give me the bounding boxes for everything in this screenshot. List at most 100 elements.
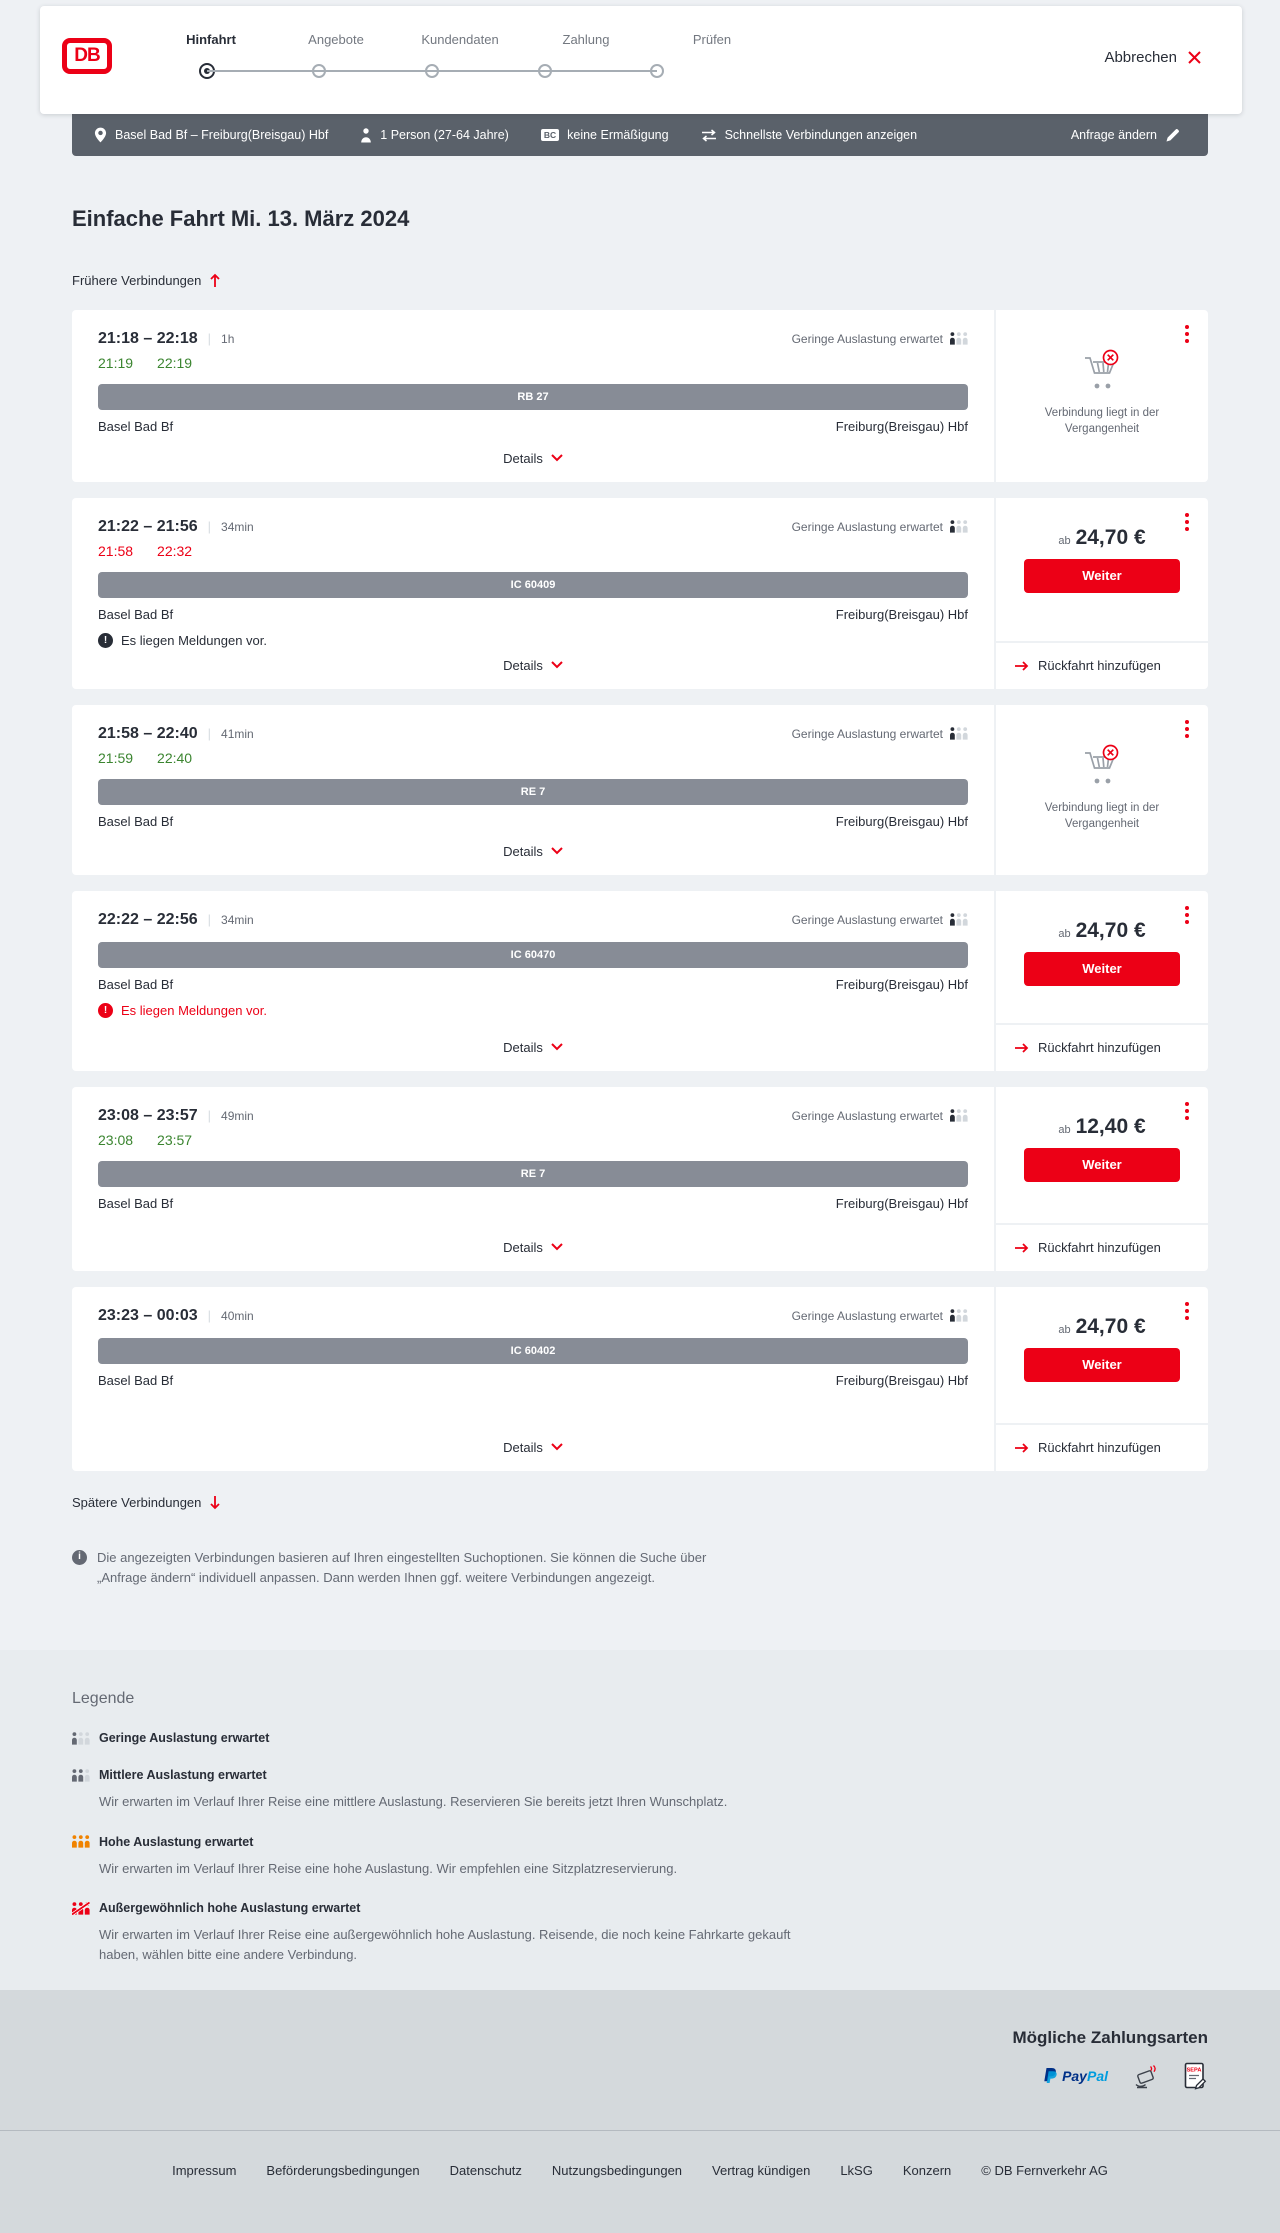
details-toggle[interactable]: Details [499, 1432, 567, 1459]
cancel-button[interactable]: Abbrechen [1098, 48, 1208, 67]
alert-icon: ! [98, 632, 113, 648]
footer-divider [0, 2130, 1280, 2132]
train-line-badge: IC 60402 [98, 1337, 968, 1364]
legend-item: Außergewöhnlich hohe Auslastung erwartet… [72, 1901, 1208, 1964]
price: ab 24,70 € [1058, 1315, 1145, 1339]
details-toggle[interactable]: Details [499, 443, 567, 470]
paypal-icon [1044, 2068, 1057, 2084]
kebab-menu-icon[interactable] [1182, 717, 1192, 741]
train-line-badge: IC 60470 [98, 941, 968, 968]
details-label: Details [503, 450, 543, 466]
connection-times: 21:58 – 22:40 [98, 724, 198, 742]
details-toggle[interactable]: Details [499, 650, 567, 677]
footer-link[interactable]: Konzern [902, 2163, 952, 2179]
cart-crossed-icon [1085, 744, 1119, 784]
connection-details-area: 21:58 – 22:40 | 41min Geringe Auslastung… [72, 704, 994, 875]
add-return-button[interactable]: Rückfahrt hinzufügen [996, 1224, 1208, 1271]
swap-arrows-icon [701, 128, 716, 142]
occupancy-low-icon [950, 332, 968, 345]
cancel-label: Abbrechen [1104, 49, 1177, 66]
footer-link[interactable]: Vertrag kündigen [712, 2163, 811, 2179]
divider: | [207, 1107, 212, 1123]
connection-details-area: 21:22 – 21:56 | 34min Geringe Auslastung… [72, 497, 994, 689]
step-label[interactable]: Zahlung [562, 32, 610, 47]
later-connections-link[interactable]: Spätere Verbindungen [72, 1495, 221, 1510]
sepa-label: SEPA [1187, 2068, 1202, 2074]
occupancy-low-icon [950, 1309, 968, 1322]
kebab-menu-icon[interactable] [1182, 1299, 1192, 1323]
realtime-times: 21:19 22:19 [98, 355, 968, 371]
legend-item-label: Hohe Auslastung erwartet [99, 1834, 254, 1849]
realtime-times: 23:08 23:57 [98, 1132, 968, 1148]
occupancy-label: Geringe Auslastung erwartet [791, 1308, 943, 1323]
add-return-button[interactable]: Rückfahrt hinzufügen [996, 1024, 1208, 1071]
details-label: Details [503, 657, 543, 673]
stations-row: Basel Bad Bf Freiburg(Breisgau) Hbf [98, 1196, 968, 1211]
step-label[interactable]: Prüfen [692, 32, 732, 47]
add-return-button[interactable]: Rückfahrt hinzufügen [996, 642, 1208, 689]
kebab-menu-icon[interactable] [1182, 1099, 1192, 1123]
kebab-menu-icon[interactable] [1182, 510, 1192, 534]
header: DB Hinfahrt Angebote Kundendaten Zahlung… [40, 6, 1242, 114]
arrow-down-icon [210, 1495, 221, 1510]
sort-summary: Schnellste Verbindungen anzeigen [701, 128, 917, 142]
sepa-direct-debit-icon: SEPA [1184, 2062, 1207, 2090]
footer-link[interactable]: Nutzungsbedingungen [551, 2163, 683, 2179]
connection-card: 23:23 – 00:03 | 40min Geringe Auslastung… [72, 1286, 1208, 1471]
info-note-text: Die angezeigten Verbindungen basieren au… [97, 1549, 707, 1585]
footer-link[interactable]: LkSG [840, 2163, 873, 2179]
add-return-button[interactable]: Rückfahrt hinzufügen [996, 1424, 1208, 1471]
destination-station: Freiburg(Breisgau) Hbf [835, 606, 968, 622]
past-connection-panel: Verbindung liegt in der Vergangenheit [996, 704, 1208, 875]
weiter-button[interactable]: Weiter [1024, 1347, 1180, 1382]
price-amount: 24,70 € [1075, 525, 1146, 549]
legend-item-description: Wir erwarten im Verlauf Ihrer Reise eine… [99, 1927, 791, 1962]
add-return-label: Rückfahrt hinzufügen [1038, 1040, 1161, 1056]
legend-item-label: Mittlere Auslastung erwartet [99, 1768, 267, 1783]
connection-times: 23:08 – 23:57 [98, 1106, 198, 1124]
details-label: Details [503, 1439, 543, 1455]
destination-station: Freiburg(Breisgau) Hbf [835, 813, 968, 829]
connection-duration: 34min [221, 519, 254, 534]
cart-crossed-icon [1085, 349, 1119, 389]
connection-times: 21:22 – 21:56 [98, 517, 198, 535]
details-toggle[interactable]: Details [499, 1032, 567, 1059]
alert-icon: ! [98, 1002, 113, 1018]
destination-station: Freiburg(Breisgau) Hbf [835, 418, 968, 434]
step-label[interactable]: Kundendaten [421, 32, 499, 47]
price-amount: 24,70 € [1075, 918, 1146, 942]
details-label: Details [503, 843, 543, 859]
details-toggle[interactable]: Details [499, 836, 567, 863]
connections-list: 21:18 – 22:18 | 1h Geringe Auslastung er… [72, 309, 1208, 1471]
earlier-connections-link[interactable]: Frühere Verbindungen [72, 273, 221, 288]
progress-line [207, 70, 657, 72]
kebab-menu-icon[interactable] [1182, 322, 1192, 346]
footer-link[interactable]: Impressum [172, 2163, 237, 2179]
divider: | [207, 330, 212, 346]
edit-search-button[interactable]: Anfrage ändern [1065, 127, 1186, 143]
bahncard-icon: BC [540, 128, 560, 142]
connection-duration: 41min [221, 726, 254, 741]
footer-link[interactable]: Beförderungsbedingungen [266, 2163, 420, 2179]
realtime-arrival: 22:32 [157, 542, 193, 559]
legend-item: Mittlere Auslastung erwartet Wir erwarte… [72, 1768, 1208, 1812]
details-toggle[interactable]: Details [499, 1232, 567, 1259]
location-pin-icon [94, 127, 107, 143]
step-label[interactable]: Angebote [308, 32, 364, 47]
arrow-right-icon [1015, 1243, 1029, 1253]
weiter-button[interactable]: Weiter [1024, 951, 1180, 986]
footer-link[interactable]: Datenschutz [449, 2163, 522, 2179]
progress-steps: Hinfahrt Angebote Kundendaten Zahlung Pr… [40, 6, 1242, 114]
details-label: Details [503, 1039, 543, 1055]
occupancy-high-icon [72, 1835, 90, 1848]
weiter-button[interactable]: Weiter [1024, 1147, 1180, 1182]
weiter-button[interactable]: Weiter [1024, 558, 1180, 593]
kebab-menu-icon[interactable] [1182, 903, 1192, 927]
add-return-label: Rückfahrt hinzufügen [1038, 1240, 1161, 1256]
price-prefix: ab [1058, 1323, 1071, 1336]
paypal-word-pay: Pay [1062, 2068, 1087, 2085]
search-summary-bar: Basel Bad Bf – Freiburg(Breisgau) Hbf 1 … [72, 114, 1208, 156]
occupancy-label: Geringe Auslastung erwartet [791, 331, 943, 346]
step-label[interactable]: Hinfahrt [186, 32, 236, 47]
connection-times: 23:23 – 00:03 [98, 1306, 198, 1324]
